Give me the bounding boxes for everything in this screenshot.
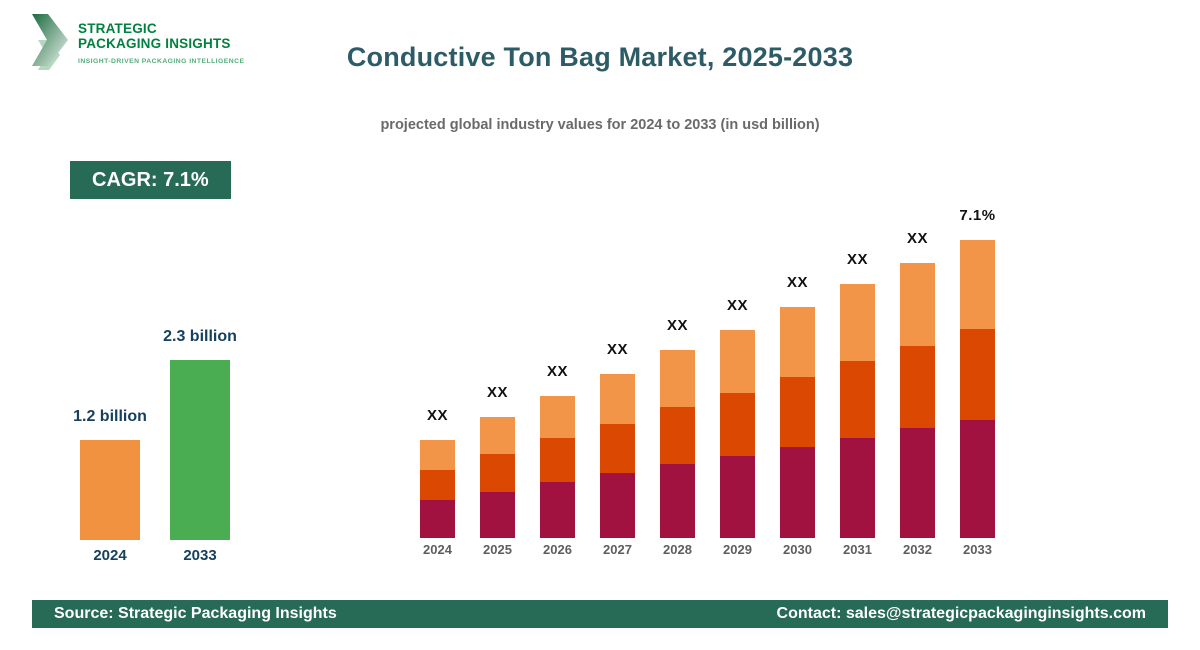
bottom-segment [420,500,455,538]
middle-segment [720,393,755,456]
forecast-year-label: 2033 [963,542,992,557]
forecast-year-label: 2027 [603,542,632,557]
forecast-stack [480,417,515,538]
overview-bar-2024: 1.2 billion 2024 [73,408,147,564]
forecast-year-label: 2031 [843,542,872,557]
bottom-segment [900,428,935,538]
middle-segment [540,438,575,482]
forecast-bar-2033: 7.1% 2033 [959,207,995,557]
forecast-bar-2030: XX 2030 [780,274,815,557]
overview-bar-rect [170,360,230,540]
forecast-value-label: XX [486,384,509,401]
bottom-segment [540,482,575,538]
forecast-stack [780,307,815,538]
forecast-value-label: XX [546,363,569,380]
forecast-stack [420,440,455,538]
top-segment [420,440,455,470]
forecast-stack [720,330,755,538]
forecast-year-label: 2025 [483,542,512,557]
top-segment [780,307,815,377]
forecast-year-label: 2032 [903,542,932,557]
logo: STRATEGIC PACKAGING INSIGHTS INSIGHT-DRI… [32,14,244,70]
overview-bar-2033: 2.3 billion 2033 [163,328,237,564]
forecast-year-label: 2029 [723,542,752,557]
cagr-badge: CAGR: 7.1% [70,161,231,199]
forecast-chart: XX 2024 XX 2025 XX 2026 XX 2027 XX 2028 XX 2029 XX 20… [420,200,995,557]
forecast-bar-2028: XX 2028 [660,317,695,557]
top-segment [900,263,935,346]
forecast-value-label: XX [606,341,629,358]
top-segment [720,330,755,393]
forecast-value-label: XX [786,274,809,291]
forecast-value-label: 7.1% [959,207,996,224]
bottom-segment [720,456,755,538]
overview-chart: 1.2 billion 2024 2.3 billion 2033 [60,300,250,564]
middle-segment [960,329,995,420]
forecast-stack [960,240,995,538]
forecast-stack [600,374,635,538]
overview-value-label: 2.3 billion [163,328,237,345]
bottom-segment [660,464,695,538]
page-subtitle: projected global industry values for 202… [380,117,820,133]
middle-segment [660,407,695,464]
middle-segment [480,454,515,492]
overview-bar-rect [80,440,140,540]
forecast-value-label: XX [846,251,869,268]
footer-contact: Contact: sales@strategicpackaginginsight… [776,605,1146,622]
middle-segment [900,346,935,428]
overview-value-label: 1.2 billion [73,408,147,425]
top-segment [840,284,875,361]
middle-segment [780,377,815,447]
overview-year-label: 2024 [93,547,127,564]
bottom-segment [780,447,815,538]
forecast-bar-2027: XX 2027 [600,341,635,557]
bottom-segment [480,492,515,538]
forecast-bar-2024: XX 2024 [420,407,455,557]
logo-line2: PACKAGING INSIGHTS [78,35,231,51]
forecast-bar-2032: XX 2032 [900,230,935,557]
middle-segment [420,470,455,500]
middle-segment [840,361,875,438]
forecast-bar-2031: XX 2031 [840,251,875,557]
forecast-value-label: XX [426,407,449,424]
forecast-year-label: 2028 [663,542,692,557]
forecast-value-label: XX [726,297,749,314]
top-segment [540,396,575,438]
forecast-value-label: XX [906,230,929,247]
top-segment [960,240,995,329]
forecast-stack [660,350,695,538]
forecast-value-label: XX [666,317,689,334]
forecast-stack [900,263,935,538]
middle-segment [600,424,635,473]
logo-tagline: INSIGHT-DRIVEN PACKAGING INTELLIGENCE [78,58,245,66]
footer-bar: Source: Strategic Packaging Insights Con… [32,600,1168,628]
forecast-year-label: 2026 [543,542,572,557]
forecast-year-label: 2030 [783,542,812,557]
forecast-stack [840,284,875,538]
bottom-segment [600,473,635,538]
forecast-bar-2029: XX 2029 [720,297,755,557]
page-title: Conductive Ton Bag Market, 2025-2033 [346,42,854,72]
bottom-segment [840,438,875,538]
forecast-stack [540,396,575,538]
forecast-year-label: 2024 [423,542,452,557]
top-segment [600,374,635,424]
overview-year-label: 2033 [183,547,217,564]
top-segment [480,417,515,454]
top-segment [660,350,695,407]
footer-source: Source: Strategic Packaging Insights [54,605,337,622]
chevron-arrow-icon [32,14,68,70]
logo-line1: STRATEGIC [78,21,157,36]
forecast-bar-2025: XX 2025 [480,384,515,557]
bottom-segment [960,420,995,538]
forecast-bar-2026: XX 2026 [540,363,575,557]
